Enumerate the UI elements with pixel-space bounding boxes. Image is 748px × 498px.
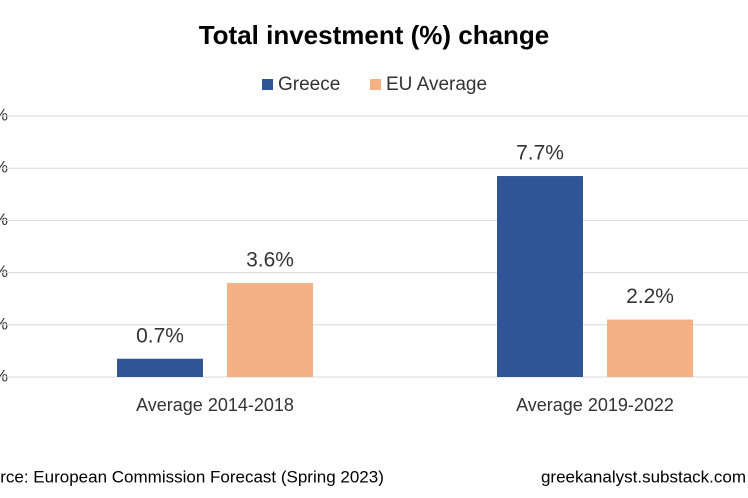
legend-swatch (262, 79, 273, 90)
legend-swatch (370, 79, 381, 90)
x-tick-label: Average 2019-2022 (516, 395, 674, 415)
value-label: 3.6% (246, 249, 294, 272)
y-tick-label: 10% (0, 105, 8, 124)
bar (117, 358, 203, 377)
source-note: Source: European Commission Forecast (Sp… (0, 467, 384, 486)
value-label: 2.2% (626, 285, 674, 308)
x-tick-label: Average 2014-2018 (136, 395, 294, 415)
legend-label: EU Average (386, 74, 487, 95)
bar (497, 176, 583, 377)
y-tick-label: 6% (0, 210, 8, 229)
y-tick-label: 4% (0, 262, 8, 281)
bar (607, 319, 693, 377)
y-tick-label: 0% (0, 366, 8, 385)
y-tick-label: 8% (0, 158, 8, 177)
y-tick-label: 2% (0, 314, 8, 333)
legend-label: Greece (278, 74, 340, 95)
value-label: 0.7% (136, 324, 184, 347)
value-label: 7.7% (516, 142, 564, 165)
chart-title: Total investment (%) change (199, 20, 550, 50)
bar (227, 283, 313, 377)
credit-note: greekanalyst.substack.com (541, 467, 746, 486)
